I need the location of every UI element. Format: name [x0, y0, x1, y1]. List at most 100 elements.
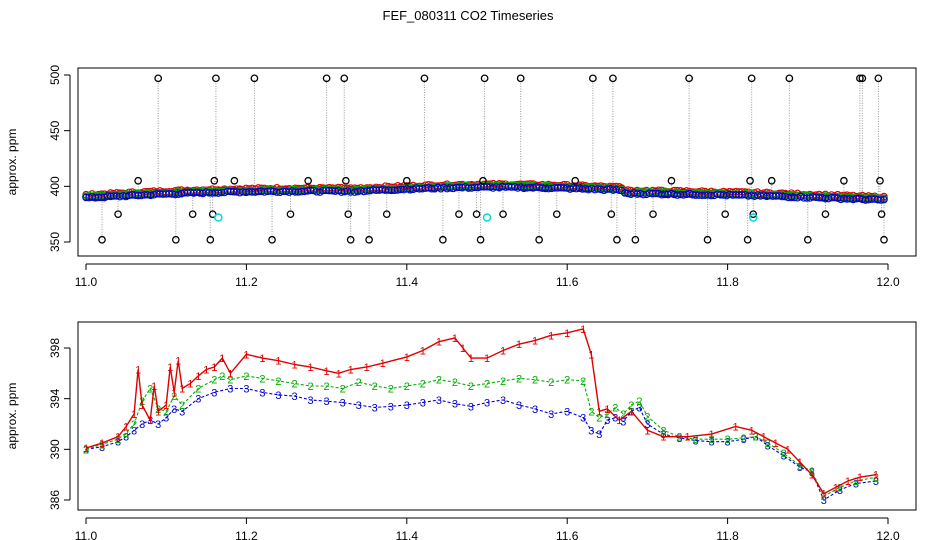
series-3-marker: 3 — [468, 401, 474, 413]
raw-outlier-point — [746, 176, 754, 185]
raw-outlier-point — [479, 176, 487, 185]
series-2-marker: 2 — [243, 371, 249, 383]
series-3-marker: 3 — [99, 442, 105, 454]
raw-outlier-point — [476, 235, 485, 244]
y-tick-label: 394 — [48, 388, 62, 408]
raw-outlier-point — [134, 176, 142, 185]
series-3-marker: 3 — [781, 451, 787, 463]
raw-outlier-point — [516, 74, 525, 83]
series-1-marker: 1 — [123, 422, 129, 434]
series-2-marker: 2 — [765, 438, 771, 450]
raw-outlier-point — [876, 176, 884, 185]
series-1-marker: 1 — [139, 400, 145, 412]
series-3-marker: 3 — [753, 432, 759, 444]
series-3-marker: 3 — [275, 390, 281, 402]
series-2-marker: 2 — [628, 400, 634, 412]
series-2-marker: 2 — [195, 384, 201, 396]
series-1-marker: 1 — [131, 409, 137, 421]
series-2-marker: 2 — [676, 432, 682, 444]
series-3-marker: 3 — [123, 432, 129, 444]
series-1-marker: 1 — [460, 343, 466, 355]
series-1-marker: 1 — [588, 349, 594, 361]
series-1-marker: 1 — [155, 406, 161, 418]
series-1-marker: 1 — [348, 365, 354, 377]
series-1-marker: 1 — [785, 444, 791, 456]
series-1-marker: 1 — [135, 365, 141, 377]
series-1-marker: 1 — [219, 353, 225, 365]
series-3-marker: 3 — [580, 413, 586, 425]
series-2-marker: 2 — [708, 434, 714, 446]
series-1-marker: 1 — [167, 362, 173, 374]
series-3-point — [343, 187, 352, 195]
raw-outlier-point — [607, 210, 616, 219]
series-2-marker: 2 — [692, 434, 698, 446]
series-2-marker: 2 — [452, 377, 458, 389]
series-2-marker: 2 — [873, 472, 879, 484]
series-2-marker: 2 — [588, 406, 594, 418]
series-1-marker: 1 — [163, 400, 169, 412]
series-2-marker: 2 — [636, 396, 642, 408]
series-1-marker: 1 — [761, 432, 767, 444]
series-2-marker: 2 — [324, 381, 330, 393]
series-2-marker: 2 — [307, 381, 313, 393]
series-2-marker: 2 — [340, 384, 346, 396]
series-2-marker: 2 — [99, 439, 105, 451]
series-3-marker: 3 — [404, 400, 410, 412]
series-2-marker: 2 — [532, 375, 538, 387]
series-3-line — [85, 387, 877, 501]
series-3-marker: 3 — [171, 404, 177, 416]
series-1-marker: 1 — [324, 366, 330, 378]
series-3-marker: 3 — [356, 400, 362, 412]
series-1-marker: 1 — [99, 438, 105, 450]
series-2-marker: 2 — [83, 444, 89, 456]
y-tick-label: 450 — [48, 120, 62, 140]
series-3-marker: 3 — [853, 479, 859, 491]
series-3-marker: 3 — [604, 415, 610, 427]
series-3-marker: 3 — [692, 435, 698, 447]
series-1-marker: 1 — [83, 443, 89, 455]
series-1-marker: 1 — [532, 335, 538, 347]
series-2-marker: 2 — [468, 381, 474, 393]
raw-outlier-point — [856, 74, 864, 83]
y-axis-title: approx. ppm — [5, 383, 19, 450]
series-2-marker: 2 — [147, 384, 153, 396]
series-1-marker: 1 — [821, 489, 827, 501]
x-tick-label: 11.4 — [396, 529, 419, 540]
series-3-marker: 3 — [436, 395, 442, 407]
raw-outlier-point — [206, 235, 215, 244]
series-3-marker: 3 — [139, 419, 145, 431]
series-2-marker: 2 — [580, 376, 586, 388]
y-tick-label: 500 — [48, 65, 62, 85]
series-2-marker: 2 — [388, 384, 394, 396]
raw-outlier-point — [346, 235, 355, 244]
series-3-marker: 3 — [243, 384, 249, 396]
y-tick-label: 390 — [48, 439, 62, 459]
series-3-marker: 3 — [564, 406, 570, 418]
series-3-marker: 3 — [725, 437, 731, 449]
series-1-marker: 1 — [809, 470, 815, 482]
x-tick-label: 11.6 — [556, 275, 579, 289]
series-2-marker: 2 — [356, 377, 362, 389]
series-2-marker: 2 — [275, 376, 281, 388]
x-tick-label: 11.2 — [235, 529, 258, 540]
raw-outlier-point — [609, 74, 617, 83]
series-1-marker: 1 — [845, 476, 851, 488]
series-3-marker: 3 — [388, 401, 394, 413]
raw-outlier-point — [767, 176, 776, 185]
series-2-line — [85, 375, 877, 497]
series-1-marker: 1 — [644, 425, 650, 437]
raw-outlier-point — [840, 176, 848, 185]
series-1-marker: 1 — [243, 349, 249, 361]
series-1-marker: 1 — [580, 324, 586, 336]
series-3-marker: 3 — [636, 403, 642, 415]
flagged-point — [214, 213, 223, 222]
y-tick-label: 386 — [48, 490, 62, 510]
y-tick-label: 398 — [48, 338, 62, 358]
series-3-marker: 3 — [307, 395, 313, 407]
raw-outlier-point — [382, 210, 391, 219]
series-1-marker: 1 — [187, 378, 193, 390]
series-2-marker: 2 — [171, 391, 177, 403]
raw-outlier-point — [439, 235, 447, 244]
series-1-marker: 1 — [708, 429, 714, 441]
series-2-marker: 2 — [123, 428, 129, 440]
